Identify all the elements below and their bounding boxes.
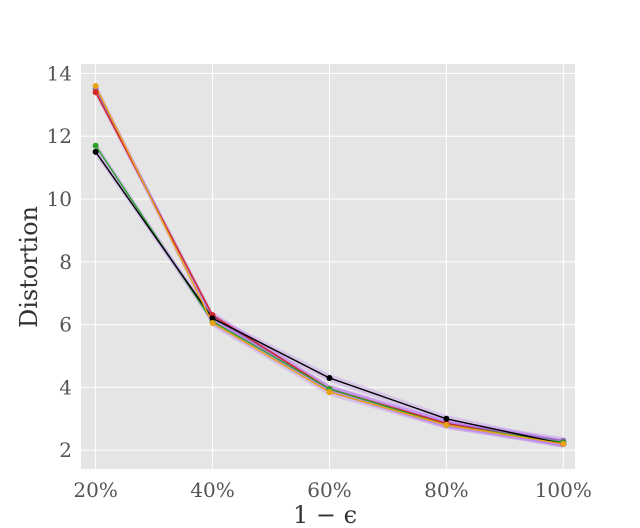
data-point — [92, 82, 99, 89]
grid — [81, 64, 575, 469]
y-tick-label: 12 — [47, 124, 72, 148]
data-point — [92, 148, 99, 155]
confidence-bands — [95, 82, 564, 448]
x-tick-label: 80% — [424, 478, 468, 502]
y-tick-label: 14 — [47, 61, 72, 85]
data-point — [560, 440, 567, 447]
x-tick-label: 20% — [73, 478, 117, 502]
data-point — [326, 374, 333, 381]
x-axis-label: 1 − ϵ — [293, 501, 357, 528]
y-tick-label: 10 — [47, 187, 72, 211]
y-tick-label: 8 — [59, 250, 72, 274]
confidence-band — [95, 141, 564, 447]
x-tick-labels: 20% 40% 60% 80% 100% — [73, 478, 592, 502]
data-point — [92, 89, 99, 96]
y-tick-labels: 2 4 6 8 10 12 14 — [47, 61, 72, 462]
y-tick-label: 2 — [59, 438, 72, 462]
x-tick-label: 40% — [190, 478, 234, 502]
data-point — [209, 320, 216, 327]
confidence-band — [95, 88, 564, 448]
data-point — [443, 415, 450, 422]
data-point — [209, 315, 216, 322]
plot-background — [81, 64, 575, 469]
series-points — [92, 82, 567, 447]
y-axis-label: Distortion — [15, 206, 43, 328]
y-tick-label: 4 — [59, 375, 72, 399]
x-tick-label: 60% — [307, 478, 351, 502]
data-point — [326, 389, 333, 396]
data-point — [92, 142, 99, 149]
data-point — [443, 422, 450, 429]
x-tick-label: 100% — [535, 478, 592, 502]
y-tick-label: 6 — [59, 313, 72, 337]
